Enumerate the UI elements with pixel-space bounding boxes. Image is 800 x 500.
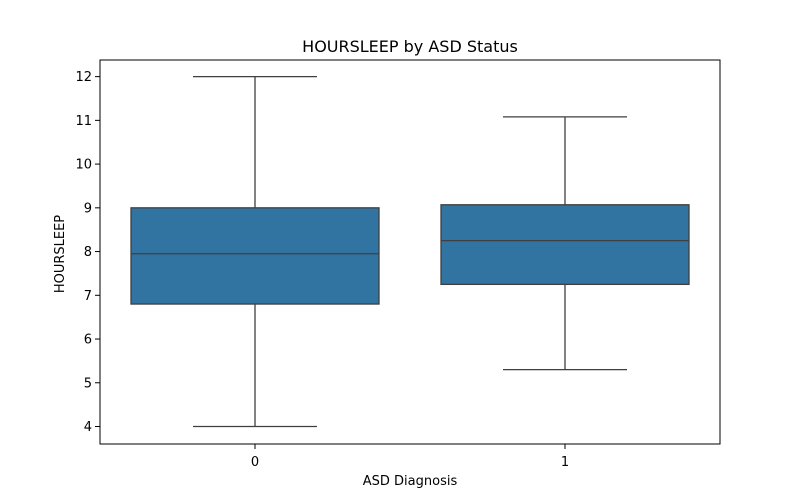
chart-title: HOURSLEEP by ASD Status [302, 37, 518, 56]
y-tick-label: 4 [84, 420, 92, 435]
y-tick-label: 10 [75, 158, 92, 173]
y-tick-label: 12 [75, 70, 92, 85]
y-axis-label: HOURSLEEP [53, 215, 68, 293]
plot-area: 4 5 6 7 8 9 10 11 12 0 1 [75, 70, 690, 470]
y-tick-label: 9 [84, 201, 92, 216]
y-tick-label: 7 [84, 289, 92, 304]
x-tick-label: 1 [561, 455, 569, 470]
x-tick-label: 0 [251, 455, 259, 470]
y-tick-label: 11 [75, 114, 92, 129]
iqr-box [130, 207, 380, 305]
y-tick-label: 5 [84, 376, 92, 391]
plot-frame [99, 59, 721, 445]
y-tick-label: 6 [84, 333, 92, 348]
iqr-box [440, 204, 690, 286]
y-tick-label: 8 [84, 245, 92, 260]
x-axis-label: ASD Diagnosis [363, 474, 458, 489]
